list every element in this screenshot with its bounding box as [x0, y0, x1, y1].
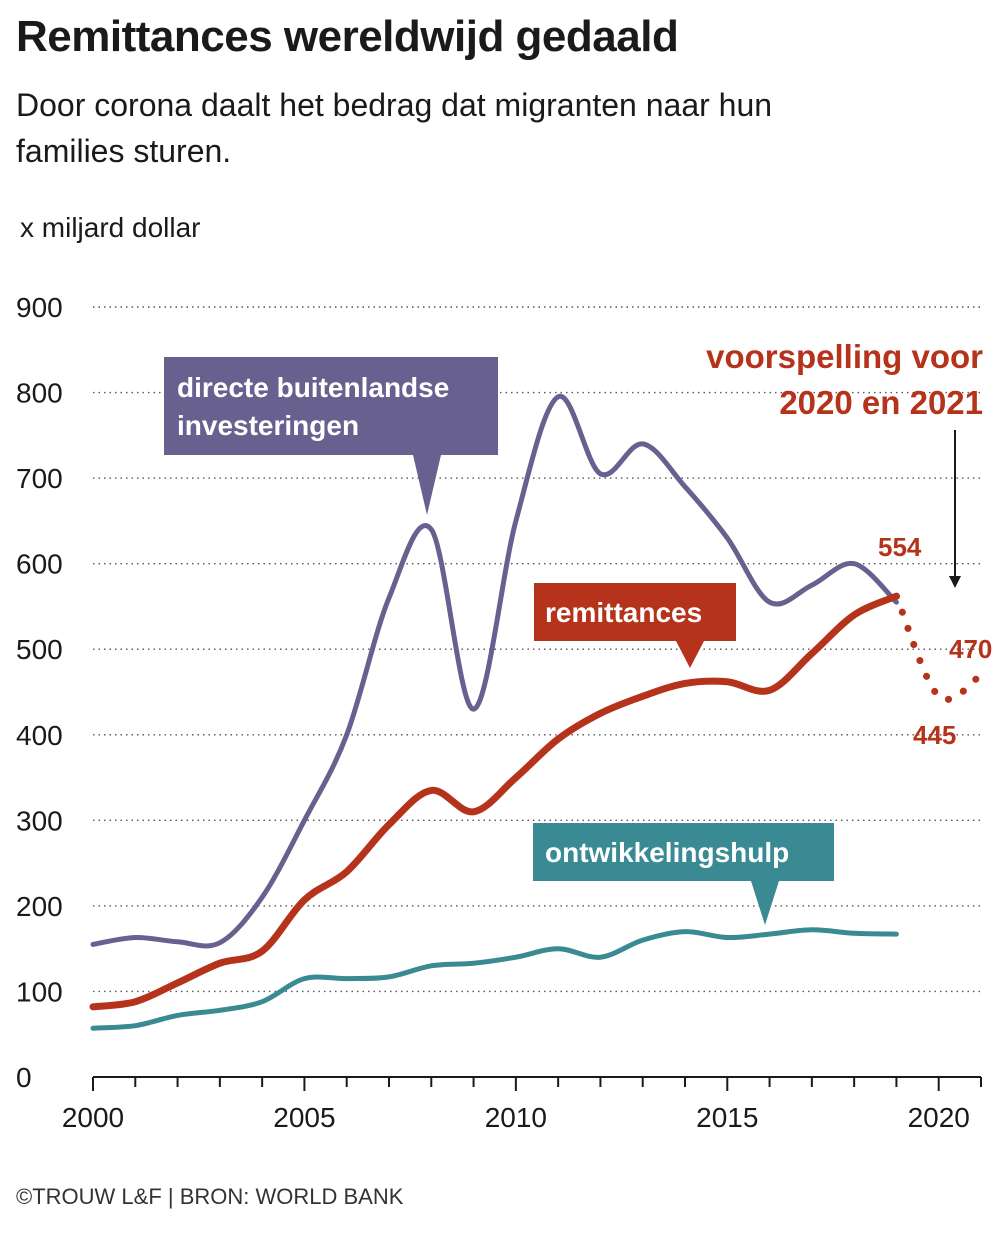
axes: 0 100 200 300 400 500 600 700 800 900 2000 2005 2010…: [16, 292, 982, 1133]
fdi-callout-line-1: directe buitenlandse: [177, 372, 449, 403]
y-axis-unit-label: x miljard dollar: [20, 212, 201, 243]
y-tick-label-0: 0: [16, 1062, 32, 1093]
x-tick-label-2000: 2000: [62, 1102, 124, 1133]
y-tick-label-900: 900: [16, 292, 63, 323]
y-tick-label-500: 500: [16, 634, 63, 665]
fdi-callout: directe buitenlandse investeringen: [164, 357, 498, 515]
forecast-annotation: voorspelling voor 2020 en 2021: [706, 338, 983, 588]
y-tick-label-400: 400: [16, 720, 63, 751]
remittances-callout-label: remittances: [545, 597, 702, 628]
y-tick-label-700: 700: [16, 463, 63, 494]
aid-callout: ontwikkelingshulp: [533, 823, 834, 925]
forecast-arrow-head: [949, 576, 961, 588]
remittances-callout-box: [534, 583, 736, 668]
chart-title: Remittances wereldwijd gedaald: [16, 12, 679, 61]
y-tick-label-100: 100: [16, 976, 63, 1007]
value-label-2019: 554: [878, 532, 922, 562]
aid-callout-label: ontwikkelingshulp: [545, 837, 789, 868]
remittances-callout: remittances: [534, 583, 736, 668]
series-line-fdi: [90, 394, 899, 949]
y-tick-label-200: 200: [16, 891, 63, 922]
x-tick-label-2015: 2015: [696, 1102, 758, 1133]
value-label-2020: 445: [913, 720, 956, 750]
series-lines: [89, 394, 985, 1031]
source-credit: ©TROUW L&F | BRON: WORLD BANK: [16, 1184, 404, 1209]
series-line-remittances: [89, 592, 900, 1011]
aid-callout-box: [533, 823, 834, 925]
fdi-callout-line-2: investeringen: [177, 410, 359, 441]
x-tick-label-2010: 2010: [485, 1102, 547, 1133]
y-tick-label-300: 300: [16, 805, 63, 836]
fdi-callout-box: [164, 357, 498, 515]
value-label-2021: 470: [949, 634, 992, 664]
chart-subtitle: Door corona daalt het bedrag dat migrant…: [16, 87, 773, 169]
x-tick-label-2020: 2020: [908, 1102, 970, 1133]
y-tick-label-600: 600: [16, 549, 63, 580]
series-line-aid: [90, 927, 899, 1031]
x-tick-label-2005: 2005: [273, 1102, 335, 1133]
forecast-label-line-2: 2020 en 2021: [779, 384, 983, 421]
forecast-label-line-1: voorspelling voor: [706, 338, 983, 375]
y-tick-label-800: 800: [16, 378, 63, 409]
